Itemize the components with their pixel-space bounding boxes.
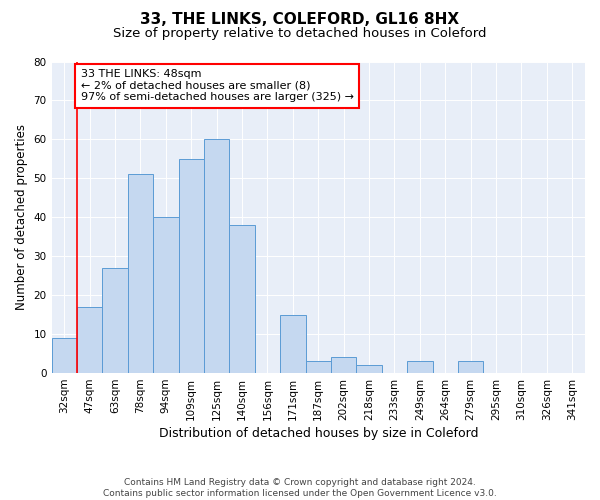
Bar xyxy=(77,307,103,373)
Bar xyxy=(179,159,204,373)
Bar xyxy=(204,140,229,373)
Bar xyxy=(407,362,433,373)
Bar xyxy=(229,225,255,373)
Text: Contains HM Land Registry data © Crown copyright and database right 2024.
Contai: Contains HM Land Registry data © Crown c… xyxy=(103,478,497,498)
Text: Size of property relative to detached houses in Coleford: Size of property relative to detached ho… xyxy=(113,28,487,40)
Text: 33 THE LINKS: 48sqm
← 2% of detached houses are smaller (8)
97% of semi-detached: 33 THE LINKS: 48sqm ← 2% of detached hou… xyxy=(81,70,354,102)
Y-axis label: Number of detached properties: Number of detached properties xyxy=(15,124,28,310)
Bar xyxy=(356,366,382,373)
Bar xyxy=(280,314,305,373)
X-axis label: Distribution of detached houses by size in Coleford: Distribution of detached houses by size … xyxy=(158,427,478,440)
Bar xyxy=(103,268,128,373)
Bar xyxy=(52,338,77,373)
Bar xyxy=(331,358,356,373)
Bar xyxy=(128,174,153,373)
Bar xyxy=(458,362,484,373)
Text: 33, THE LINKS, COLEFORD, GL16 8HX: 33, THE LINKS, COLEFORD, GL16 8HX xyxy=(140,12,460,28)
Bar xyxy=(153,218,179,373)
Bar xyxy=(305,362,331,373)
